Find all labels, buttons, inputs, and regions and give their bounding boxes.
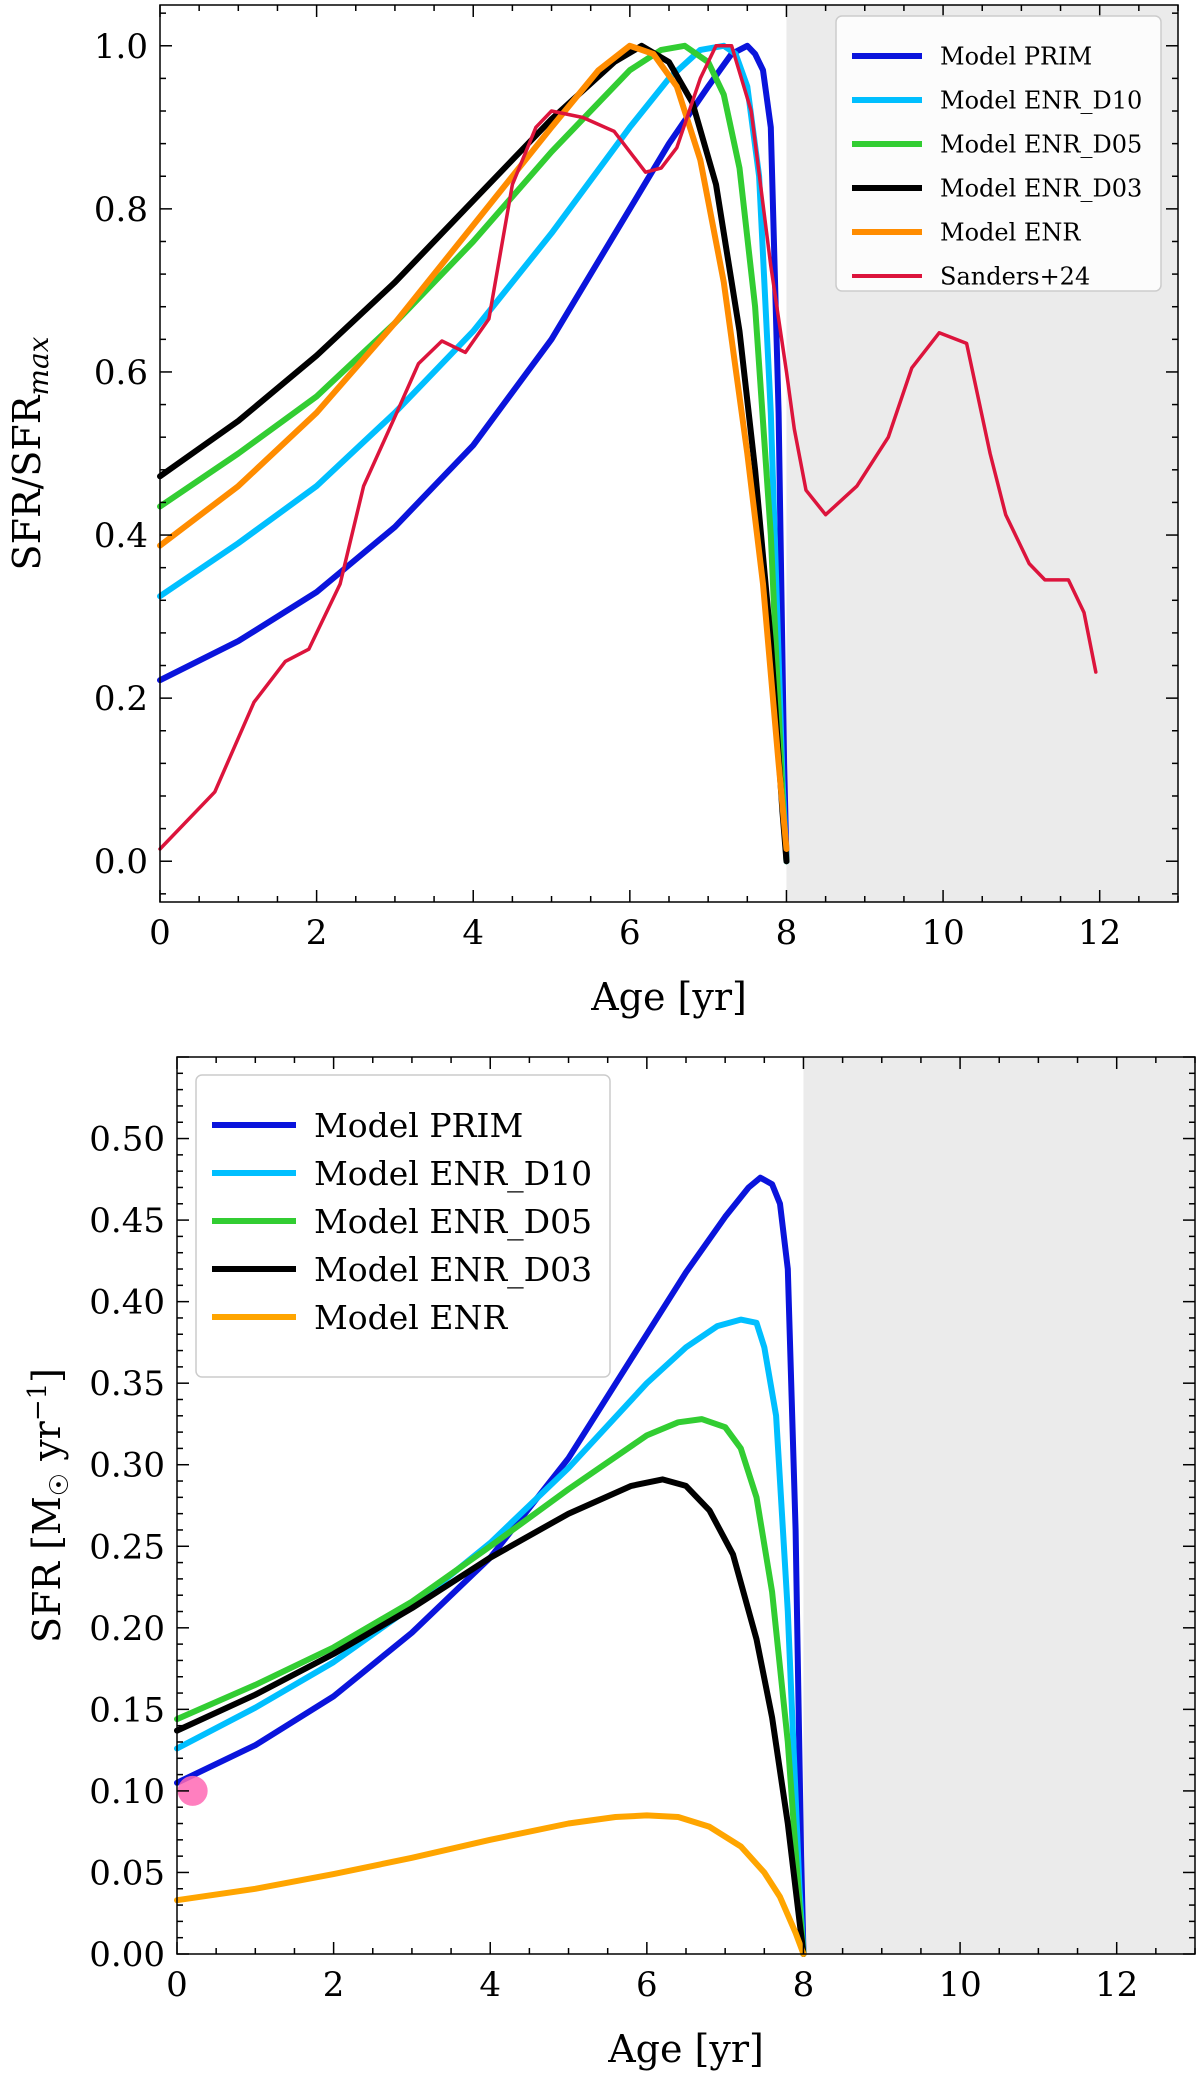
- y-tick-label: 0.10: [89, 1772, 165, 1812]
- legend-label-model-enr-d05: Model ENR_D05: [940, 131, 1142, 159]
- x-tick-label: 0: [149, 913, 171, 953]
- legend-label-model-enr: Model ENR: [314, 1298, 508, 1337]
- y-tick-label: 0.20: [89, 1609, 165, 1649]
- x-tick-label: 2: [323, 1965, 345, 2005]
- data-point-marker: [177, 1775, 208, 1806]
- x-tick-label: 10: [921, 913, 964, 953]
- legend-label-model-enr-d10: Model ENR_D10: [940, 87, 1142, 115]
- y-tick-label: 0.40: [89, 1283, 165, 1323]
- legend-label-model-prim: Model PRIM: [940, 43, 1092, 71]
- series-line-model-enr: [174, 1812, 807, 1957]
- y-tick-label: 0.0: [94, 842, 148, 882]
- series-line-model-prim: [174, 1174, 807, 1957]
- x-tick-label: 4: [479, 1965, 501, 2005]
- x-tick-label: 10: [938, 1965, 981, 2005]
- y-tick-label: 0.6: [94, 353, 148, 393]
- x-tick-label: 2: [306, 913, 328, 953]
- y-axis-label: SFR [M☉ yr−1]: [23, 1368, 75, 1643]
- x-axis-label: Age [yr]: [590, 975, 747, 1019]
- y-tick-label: 0.35: [89, 1364, 165, 1404]
- x-tick-label: 0: [166, 1965, 188, 2005]
- y-tick-label: 1.0: [94, 27, 148, 67]
- y-tick-label: 0.00: [89, 1935, 165, 1975]
- x-tick-label: 12: [1078, 913, 1121, 953]
- series-line-model-enr-d05: [174, 1416, 807, 1957]
- y-tick-label: 0.2: [94, 679, 148, 719]
- y-axis-label: SFR/SFRmax: [5, 336, 55, 570]
- top-chart-sfr-normalized: 0 2 4 6 8 10 12 0.0 0.2 0.4 0.6 0.8 1.0 Age [yr] SFR/S…: [5, 4, 1179, 1019]
- x-tick-label: 6: [619, 913, 641, 953]
- legend-label-model-enr-d03: Model ENR_D03: [314, 1250, 592, 1290]
- series-line-model-enr-d05: [157, 42, 790, 865]
- x-axis-label: Age [yr]: [607, 2027, 764, 2071]
- x-tick-label: 6: [636, 1965, 658, 2005]
- legend-label-model-prim: Model PRIM: [314, 1106, 523, 1145]
- y-tick-label: 0.50: [89, 1120, 165, 1160]
- legend: Model PRIM Model ENR_D10 Model ENR_D05 Mode…: [835, 15, 1162, 292]
- series-line-model-enr-d03: [157, 42, 790, 865]
- series-line-model-enr-d03: [174, 1476, 807, 1957]
- x-tick-label: 12: [1095, 1965, 1138, 2005]
- series-line-model-enr: [157, 42, 790, 852]
- bottom-chart-sfr-absolute: 0 2 4 6 8 10 12 0.00 0.05 0.10 0.15 0.20 0.25 0.30 0.3…: [23, 1056, 1196, 2071]
- legend-box: [195, 1074, 611, 1378]
- y-tick-label: 0.4: [94, 516, 148, 556]
- y-tick-label: 0.8: [94, 190, 148, 230]
- legend-label-model-enr-d03: Model ENR_D03: [940, 175, 1142, 203]
- y-tick-label: 0.45: [89, 1201, 165, 1241]
- y-tick-label: 0.05: [89, 1853, 165, 1893]
- legend-label-sanders-24: Sanders+24: [940, 263, 1090, 291]
- legend-box: [835, 15, 1162, 292]
- y-tick-label: 0.30: [89, 1446, 165, 1486]
- legend-label-model-enr-d10: Model ENR_D10: [314, 1154, 592, 1194]
- legend-label-model-enr-d05: Model ENR_D05: [314, 1202, 592, 1242]
- y-tick-label: 0.15: [89, 1690, 165, 1730]
- shaded-region: [803, 1057, 1195, 1954]
- legend-label-model-enr: Model ENR: [940, 219, 1081, 247]
- series-line-model-enr-d10: [157, 42, 790, 865]
- x-tick-label: 8: [776, 913, 798, 953]
- y-tick-label: 0.25: [89, 1527, 165, 1567]
- legend: Model PRIM Model ENR_D10 Model ENR_D05 Mode…: [195, 1074, 611, 1378]
- series-line-sanders-24: [158, 44, 1098, 851]
- x-tick-label: 4: [462, 913, 484, 953]
- series-line-model-prim: [157, 42, 790, 865]
- series-line-model-enr-d10: [174, 1316, 807, 1957]
- x-tick-label: 8: [793, 1965, 815, 2005]
